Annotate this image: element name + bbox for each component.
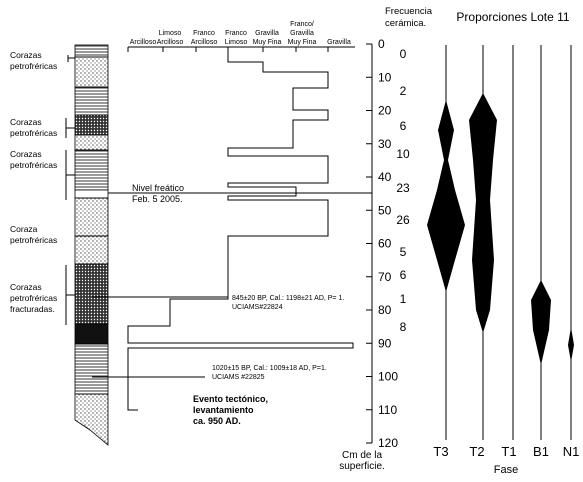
frequency-value: 5 — [400, 245, 407, 259]
water-table-label: Feb. 5 2005. — [132, 194, 183, 204]
grain-class-label: Muy Fina — [288, 39, 317, 46]
event-label: ca. 950 AD. — [193, 416, 241, 426]
layer-label: Corazas — [10, 149, 42, 159]
frequency-title: Frecuencia — [385, 6, 433, 17]
grain-class-label: Arcilloso — [130, 39, 157, 46]
depth-axis-label: superficie. — [339, 461, 385, 472]
layer-label: petrofréricas — [10, 160, 57, 170]
layer-label: Corazas — [10, 117, 42, 127]
event-label: Evento tectónico, — [193, 394, 268, 404]
grain-class-label: Gravilla — [327, 39, 351, 46]
depth-tick-label: 60 — [378, 237, 392, 251]
frequency-value: 10 — [396, 147, 410, 161]
grain-class-label: Gravilla — [290, 30, 314, 37]
phase-label: T2 — [469, 444, 484, 459]
frequency-title: cerámica. — [385, 18, 426, 29]
frequency-value: 23 — [396, 181, 410, 195]
water-table-label: Nivel freático — [132, 183, 184, 193]
event-label: levantamiento — [193, 405, 254, 415]
layer-label: petrofréricas — [10, 235, 57, 245]
depth-tick-label: 40 — [378, 170, 392, 184]
frequency-value: 0 — [400, 47, 407, 61]
phase-label: N1 — [563, 444, 580, 459]
depth-tick-label: 70 — [378, 270, 392, 284]
depth-tick-label: 110 — [378, 403, 397, 417]
battleships — [427, 93, 574, 365]
figure: Proporciones Lote 11ArcillosoLimosoArcil… — [0, 0, 583, 477]
depth-tick-label: 0 — [378, 37, 385, 51]
layer-label: Corazas — [10, 50, 42, 60]
date-label: UCIAMS #22825 — [212, 374, 265, 381]
brackets — [66, 55, 75, 325]
layer-label: Coraza — [10, 224, 38, 234]
depth-tick-label: 100 — [378, 370, 398, 384]
grain-class-label: Limoso — [225, 39, 248, 46]
depth-tick-label: 50 — [378, 203, 392, 217]
grain-class-label: Arcilloso — [157, 39, 184, 46]
date-label: 845±20 BP, Cal.: 1198±21 AD, P= 1. — [232, 295, 344, 302]
phase-axis-label: Fase — [494, 464, 518, 476]
grain-class-label: Limoso — [159, 30, 182, 37]
grain-class-label: Gravilla — [255, 30, 279, 37]
layer-label: fracturadas. — [10, 304, 55, 314]
grain-scale — [128, 47, 355, 52]
phase-lines — [446, 45, 571, 440]
depth-tick-label: 80 — [378, 303, 392, 317]
grain-curve — [128, 47, 353, 410]
depth-tick-label: 30 — [378, 137, 392, 151]
grain-class-label: Franco — [225, 30, 247, 37]
layer-label: petrofréricas — [10, 128, 57, 138]
grain-class-label: Muy Fina — [253, 39, 282, 46]
frequency-value: 8 — [400, 320, 407, 334]
grain-class-label: Franco — [193, 30, 215, 37]
depth-tick-label: 20 — [378, 104, 392, 118]
frequency-value: 1 — [400, 292, 407, 306]
layer-label: petrofréricas — [10, 293, 57, 303]
phase-label: T3 — [433, 444, 448, 459]
depth-axis-label: Cm de la — [342, 450, 382, 461]
frequency-value: 2 — [400, 84, 407, 98]
date-label: 1020±15 BP, Cal.: 1009±18 AD, P=1. — [212, 365, 327, 372]
depth-tick-label: 120 — [378, 436, 398, 450]
strat-column — [75, 45, 108, 445]
depth-tick-label: 10 — [378, 70, 392, 84]
figure-title: Proporciones Lote 11 — [456, 10, 570, 24]
layer-label: petrofréricas — [10, 61, 57, 71]
date-label: UCIAMS#22824 — [232, 304, 283, 311]
grain-class-label: Franco/ — [290, 21, 314, 28]
phase-label: T1 — [501, 444, 516, 459]
depth-tick-label: 90 — [378, 336, 392, 350]
frequency-value: 6 — [400, 268, 407, 282]
layer-label: Corazas — [10, 282, 42, 292]
phase-label: B1 — [533, 444, 549, 459]
frequency-value: 26 — [396, 213, 410, 227]
grain-class-label: Arcilloso — [191, 39, 218, 46]
frequency-value: 6 — [400, 119, 407, 133]
